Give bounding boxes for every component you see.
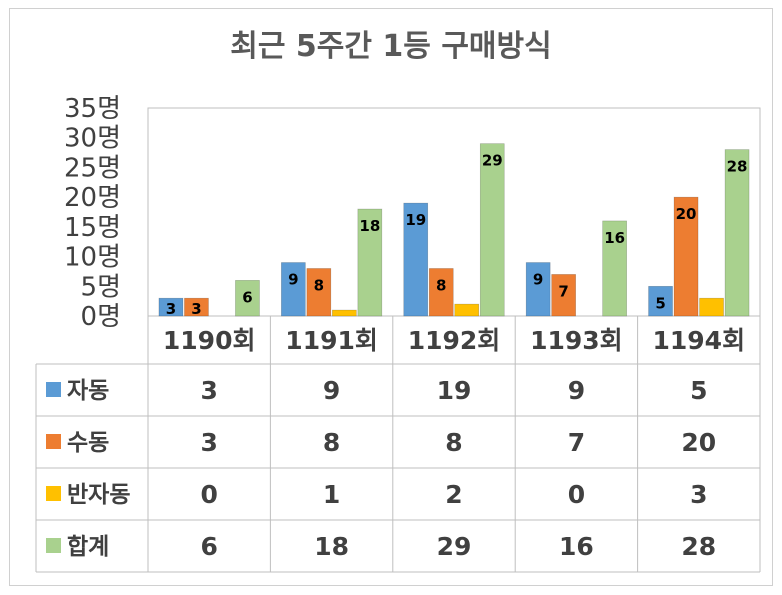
bar-합계-1192회 <box>479 143 505 317</box>
x-category-label: 1194회 <box>653 326 746 355</box>
bar-수동-1194회 <box>673 196 699 317</box>
bar-반자동-1191회 <box>332 309 357 317</box>
data-label: 19 <box>405 211 426 229</box>
bar-자동-1194회 <box>648 285 673 317</box>
y-tick-label: 15명 <box>64 213 121 243</box>
bar-수동-1193회 <box>551 274 576 317</box>
legend-key-반자동 <box>46 486 61 501</box>
data-label: 20 <box>676 205 697 223</box>
table-cell: 6 <box>200 532 217 561</box>
bar-자동-1191회 <box>281 262 306 317</box>
table-cell: 8 <box>445 428 462 457</box>
data-label: 3 <box>191 300 201 318</box>
data-label: 28 <box>727 158 748 176</box>
table-cell: 16 <box>559 532 594 561</box>
y-tick-label: 25명 <box>64 153 121 183</box>
table-cell: 18 <box>314 532 349 561</box>
chart-title: 최근 5주간 1등 구매방식 <box>230 29 551 64</box>
x-category-label: 1191회 <box>285 326 378 355</box>
table-cell: 19 <box>437 376 472 405</box>
table-cell: 3 <box>200 428 217 457</box>
table-cell: 1 <box>323 480 340 509</box>
data-label: 6 <box>242 288 252 306</box>
legend-label: 수동 <box>67 430 109 456</box>
table-cell: 0 <box>568 480 585 509</box>
bar-자동-1190회 <box>158 297 184 317</box>
table-cell: 9 <box>568 376 585 405</box>
table-cell: 29 <box>437 532 472 561</box>
x-category-label: 1190회 <box>163 326 256 355</box>
data-label: 5 <box>655 294 665 312</box>
legend-label: 반자동 <box>67 482 130 508</box>
x-category-label: 1192회 <box>408 326 501 355</box>
y-tick-label: 35명 <box>64 94 121 124</box>
table-cell: 7 <box>568 428 585 457</box>
data-label: 9 <box>288 271 298 289</box>
data-label: 8 <box>314 276 324 294</box>
table-cell: 3 <box>200 376 217 405</box>
table-cell: 20 <box>681 428 716 457</box>
bar-반자동-1192회 <box>454 303 480 317</box>
bar-자동-1192회 <box>403 202 429 317</box>
legend-label: 합계 <box>67 534 109 560</box>
y-tick-label: 30명 <box>64 124 121 154</box>
legend-key-수동 <box>46 434 61 449</box>
bar-수동-1192회 <box>428 268 454 317</box>
table-cell: 8 <box>323 428 340 457</box>
bar-자동-1193회 <box>525 262 551 317</box>
table-cell: 5 <box>690 376 707 405</box>
plot-border <box>147 107 761 317</box>
bar-합계-1194회 <box>724 149 750 317</box>
data-label: 18 <box>359 217 380 235</box>
bar-합계-1193회 <box>602 220 627 317</box>
bar-반자동-1194회 <box>699 297 724 317</box>
y-tick-label: 0명 <box>81 302 121 332</box>
legend-key-자동 <box>46 382 61 397</box>
x-category-label: 1193회 <box>530 326 623 355</box>
table-cell: 0 <box>200 480 217 509</box>
bar-합계-1190회 <box>235 280 260 317</box>
data-label: 8 <box>436 276 446 294</box>
bar-수동-1191회 <box>306 268 332 317</box>
data-label: 3 <box>166 300 176 318</box>
y-tick-label: 5명 <box>81 272 121 302</box>
data-label: 29 <box>482 152 503 170</box>
table-cell: 2 <box>445 480 462 509</box>
chart-frame <box>9 8 773 586</box>
bar-수동-1190회 <box>184 297 209 317</box>
table-cell: 9 <box>323 376 340 405</box>
bar-합계-1191회 <box>357 208 383 317</box>
data-label: 7 <box>558 282 568 300</box>
table-cell: 28 <box>681 532 716 561</box>
y-tick-label: 20명 <box>64 183 121 213</box>
y-tick-label: 10명 <box>64 243 121 273</box>
data-label: 16 <box>604 229 625 247</box>
legend-label: 자동 <box>67 378 109 404</box>
legend-key-합계 <box>46 538 61 553</box>
data-label: 9 <box>533 271 543 289</box>
table-cell: 3 <box>690 480 707 509</box>
